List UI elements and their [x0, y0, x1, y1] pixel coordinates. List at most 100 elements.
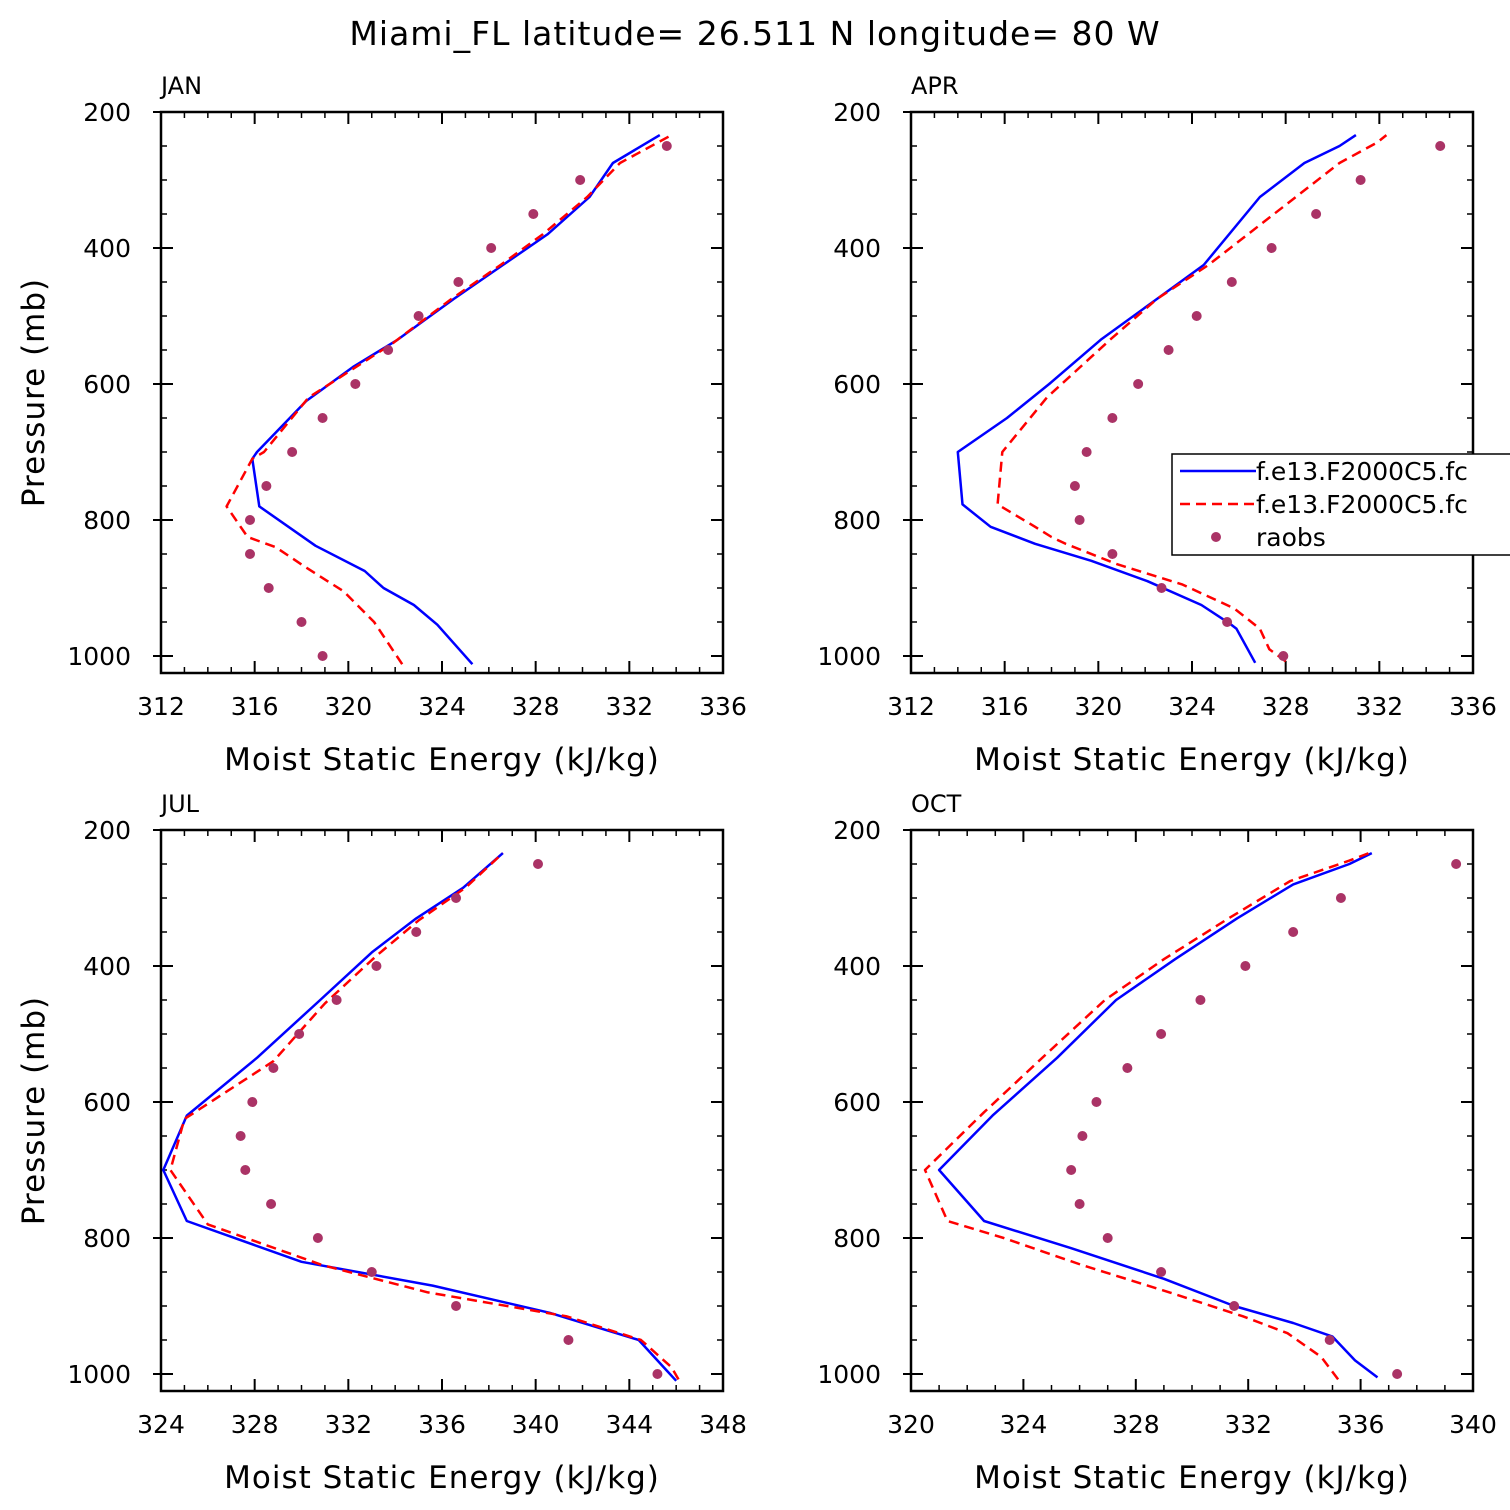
- raobs-point: [235, 1131, 246, 1141]
- x-tick-label: 328: [1262, 692, 1310, 721]
- raobs-point: [528, 209, 539, 219]
- y-tick-label: 800: [833, 1224, 881, 1253]
- raobs-point: [563, 1335, 574, 1345]
- raobs-point: [240, 1165, 251, 1175]
- raobs-point: [317, 413, 328, 423]
- x-tick-label: 336: [699, 692, 747, 721]
- raobs-point: [268, 1063, 279, 1073]
- raobs-point: [1163, 345, 1174, 355]
- x-tick-label: 332: [1355, 692, 1403, 721]
- x-tick-label: 312: [887, 692, 935, 721]
- y-tick-label: 600: [83, 1088, 131, 1117]
- y-tick-label: 800: [83, 1224, 131, 1253]
- raobs-point: [244, 515, 255, 525]
- series1-line: [251, 134, 661, 666]
- x-tick-label: 320: [324, 692, 372, 721]
- x-tick-label: 340: [512, 1410, 560, 1439]
- x-tick-label: 332: [324, 1410, 372, 1439]
- raobs-point: [1288, 927, 1299, 937]
- panels: JAN 312 316 320 324 328 332 336 200 400 600 800 1000…: [16, 72, 1497, 1496]
- x-axis-label: Moist Static Energy (kJ/kg): [224, 742, 660, 778]
- plot-frame: [909, 110, 1475, 675]
- y-tick-label: 200: [833, 98, 881, 127]
- raobs-point: [317, 651, 328, 661]
- raobs-point: [366, 1267, 377, 1277]
- x-tick-label: 340: [1449, 1410, 1497, 1439]
- raobs-point: [350, 379, 361, 389]
- raobs-point: [1107, 549, 1118, 559]
- y-tick-label: 1000: [67, 642, 131, 671]
- raobs-point: [371, 961, 382, 971]
- y-tick-label: 800: [83, 506, 131, 535]
- raobs-point: [1156, 1029, 1167, 1039]
- x-tick-label: 324: [1168, 692, 1216, 721]
- raobs-point: [661, 141, 672, 151]
- x-tick-label: 324: [418, 692, 466, 721]
- raobs-point: [1074, 515, 1085, 525]
- raobs-point: [263, 583, 274, 593]
- raobs-point: [1191, 311, 1202, 321]
- raobs-point: [451, 1301, 462, 1311]
- raobs-point: [266, 1199, 277, 1209]
- raobs-point: [1335, 893, 1346, 903]
- x-tick-label: 336: [1449, 692, 1497, 721]
- panel-title: JUL: [159, 790, 200, 818]
- y-tick-label: 400: [83, 952, 131, 981]
- panel-apr: APR 312 316 320 324 328 332 336 200 400 600 800 1000…: [817, 72, 1496, 778]
- y-tick-label: 600: [833, 1088, 881, 1117]
- panel-oct: OCT 320 324 328 332 336 340 200 400 600 800 1000 Moi…: [817, 790, 1496, 1496]
- raobs-point: [1392, 1369, 1403, 1379]
- raobs-point: [1226, 277, 1237, 287]
- x-axis-label: Moist Static Energy (kJ/kg): [974, 1460, 1410, 1496]
- raobs-point: [1122, 1063, 1133, 1073]
- series2-line: [225, 134, 673, 665]
- raobs-point: [261, 481, 272, 491]
- raobs-point: [1355, 175, 1366, 185]
- x-tick-label: 336: [1337, 1410, 1385, 1439]
- raobs-point: [287, 447, 298, 457]
- y-tick-label: 600: [83, 370, 131, 399]
- plot-frame: [159, 110, 725, 675]
- y-tick-label: 1000: [817, 1360, 881, 1389]
- raobs-point: [1311, 209, 1322, 219]
- x-tick-label: 316: [231, 692, 279, 721]
- panel-title: APR: [911, 72, 959, 100]
- y-tick-label: 400: [83, 234, 131, 263]
- raobs-point: [1435, 141, 1446, 151]
- x-axis-label: Moist Static Energy (kJ/kg): [224, 1460, 660, 1496]
- raobs-point: [294, 1029, 305, 1039]
- x-tick-label: 324: [1000, 1410, 1048, 1439]
- x-tick-label: 328: [231, 1410, 279, 1439]
- raobs-point: [1156, 583, 1167, 593]
- legend-label-series2: f.e13.F2000C5.fc: [1256, 490, 1468, 519]
- raobs-point: [1324, 1335, 1335, 1345]
- legend: f.e13.F2000C5.fc f.e13.F2000C5.fc raobs: [1171, 453, 1510, 556]
- raobs-point: [533, 859, 544, 869]
- series2-line: [996, 134, 1388, 663]
- panel-title: OCT: [911, 790, 962, 818]
- series1-line: [937, 851, 1379, 1379]
- raobs-point: [1156, 1267, 1167, 1277]
- raobs-point: [453, 277, 464, 287]
- x-tick-label: 316: [981, 692, 1029, 721]
- raobs-point: [1081, 447, 1092, 457]
- y-tick-label: 400: [833, 234, 881, 263]
- plot-frame: [159, 828, 725, 1393]
- y-tick-label: 200: [833, 816, 881, 845]
- legend-label-series1: f.e13.F2000C5.fc: [1256, 457, 1468, 486]
- raobs-point: [244, 549, 255, 559]
- plot-frame: [909, 828, 1475, 1393]
- raobs-point: [575, 175, 586, 185]
- y-tick-label: 1000: [67, 1360, 131, 1389]
- raobs-point: [1077, 1131, 1088, 1141]
- y-tick-label: 600: [833, 370, 881, 399]
- x-tick-label: 312: [137, 692, 185, 721]
- x-tick-label: 344: [605, 1410, 653, 1439]
- x-tick-label: 336: [418, 1410, 466, 1439]
- raobs-point: [486, 243, 497, 253]
- raobs-point: [652, 1369, 663, 1379]
- raobs-point: [1069, 481, 1080, 491]
- y-tick-label: 200: [83, 816, 131, 845]
- raobs-point: [1278, 651, 1289, 661]
